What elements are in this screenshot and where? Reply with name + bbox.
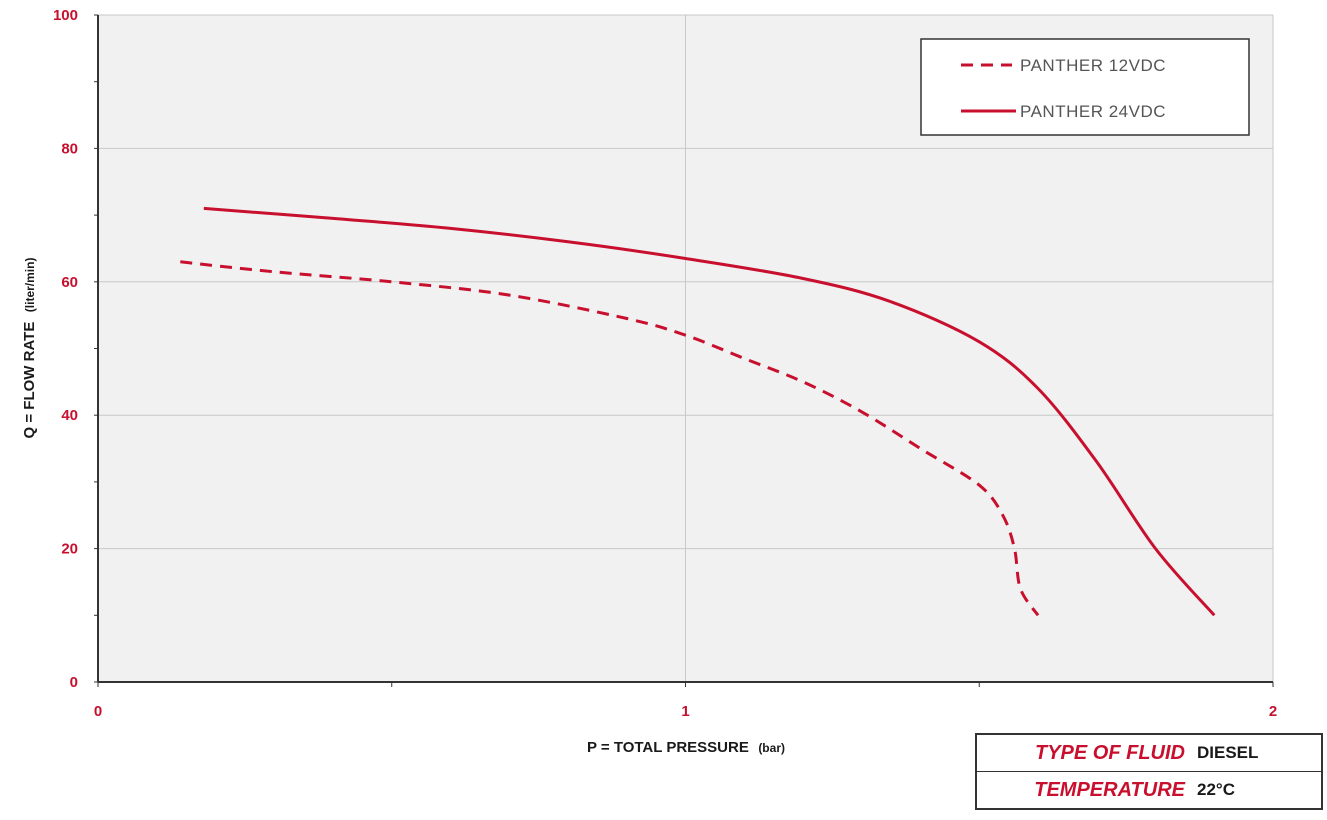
series-lines — [180, 206, 1216, 617]
legend-label-12vdc: PANTHER 12VDC — [1020, 56, 1166, 75]
temperature-row: TEMPERATURE 22°C — [976, 772, 1322, 810]
temperature-value: 22°C — [1197, 780, 1235, 799]
y-tick-labels: 0 20 40 60 80 100 — [53, 7, 78, 691]
x-axis-title: P = TOTAL PRESSURE (bar) — [587, 739, 785, 756]
x-tick-labels: 0 1 2 — [94, 703, 1277, 720]
fluid-type-label: TYPE OF FLUID — [976, 734, 1193, 772]
y-tick-label-5: 100 — [53, 7, 78, 24]
y-axis-unit: (liter/min) — [23, 258, 37, 313]
x-axis-unit: (bar) — [758, 741, 785, 755]
y-tick-label-3: 60 — [61, 274, 78, 291]
legend: PANTHER 12VDC PANTHER 24VDC — [920, 38, 1250, 136]
series-line-24vdc — [203, 206, 1216, 617]
y-tick-label-1: 20 — [61, 541, 78, 558]
fluid-type-value: DIESEL — [1193, 734, 1322, 772]
x-axis-label: P = TOTAL PRESSURE — [587, 739, 749, 756]
legend-label-24vdc: PANTHER 24VDC — [1020, 102, 1166, 121]
y-tick-label-2: 40 — [61, 407, 78, 424]
grid-lines — [98, 14, 1274, 682]
legend-box — [920, 38, 1250, 136]
fluid-info-table: TYPE OF FLUID DIESEL TEMPERATURE 22°C — [975, 733, 1323, 810]
y-tick-label-4: 80 — [61, 140, 78, 157]
fluid-row: TYPE OF FLUID DIESEL — [976, 734, 1322, 772]
x-tick-label-1: 1 — [681, 703, 689, 720]
x-tick-label-2: 2 — [1269, 703, 1277, 720]
temperature-label: TEMPERATURE — [1034, 778, 1185, 801]
y-axis-title: Q = FLOW RATE (liter/min) — [21, 258, 38, 439]
y-axis-label: Q = FLOW RATE — [21, 322, 38, 439]
x-tick-label-0: 0 — [94, 703, 102, 720]
y-tick-label-0: 0 — [70, 674, 78, 691]
